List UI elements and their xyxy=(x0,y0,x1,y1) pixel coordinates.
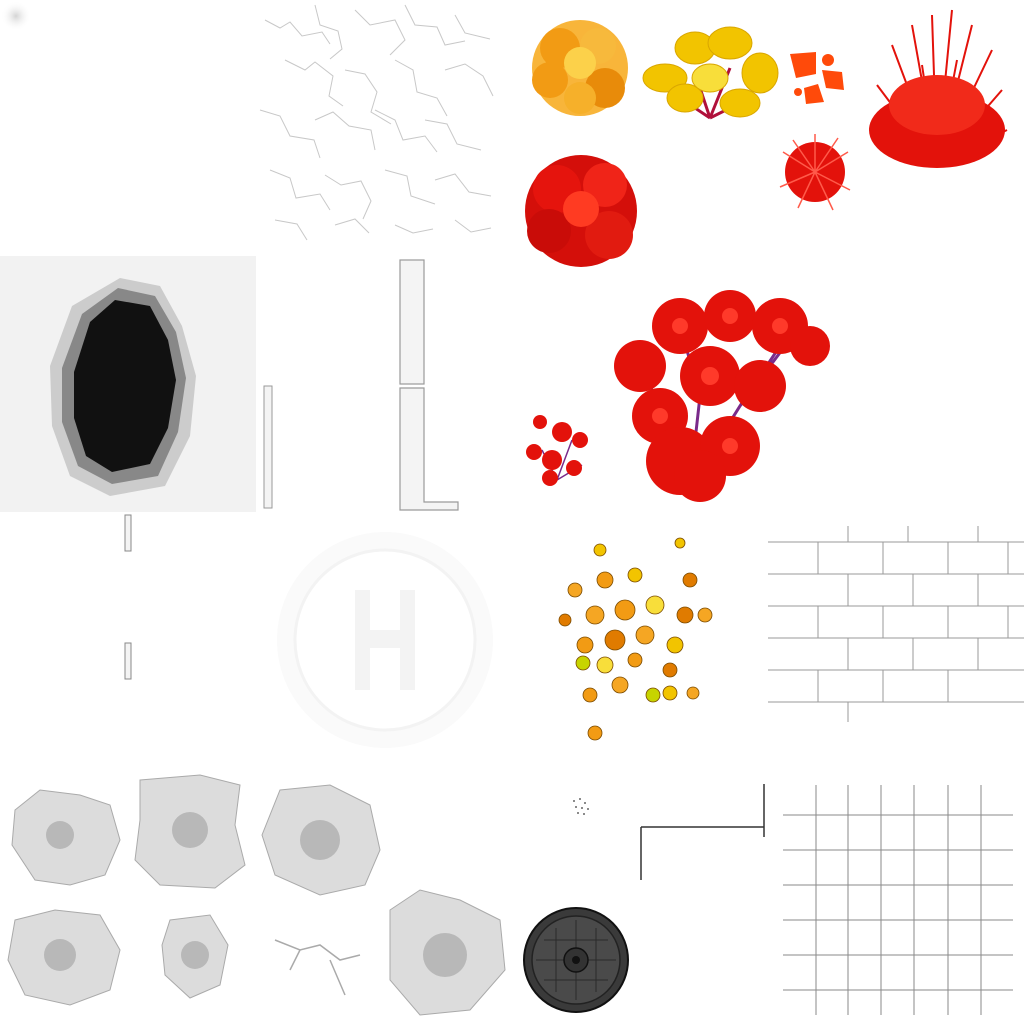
yellow-orange-flower-scatter xyxy=(558,537,713,741)
orange-shrub xyxy=(532,20,628,116)
tiny-dot-cluster xyxy=(573,798,589,815)
dark-hole-decal xyxy=(0,256,256,512)
manhole-cover-icon xyxy=(523,907,629,1013)
orange-leaf-splatter xyxy=(790,52,844,104)
red-fluffy-tuft xyxy=(779,134,851,211)
yellow-shrub xyxy=(642,26,779,120)
red-grass-bush xyxy=(869,9,1008,168)
red-flower-tree xyxy=(614,290,830,502)
thin-line-segment xyxy=(640,784,765,880)
grey-stain-decals xyxy=(7,774,506,1016)
brick-pattern-texture xyxy=(768,526,1024,722)
wall-segment-l-shape xyxy=(399,259,459,511)
small-post-marker xyxy=(124,514,132,552)
soft-dot-icon xyxy=(1,1,31,31)
grid-tile-texture xyxy=(783,785,1013,1015)
red-round-bush xyxy=(525,155,637,267)
small-red-flower-cluster xyxy=(526,415,588,486)
helipad-logo-watermark xyxy=(277,532,493,748)
wall-segment-vertical xyxy=(263,385,273,509)
small-post-marker xyxy=(124,642,132,680)
crack-network-texture xyxy=(259,4,494,241)
